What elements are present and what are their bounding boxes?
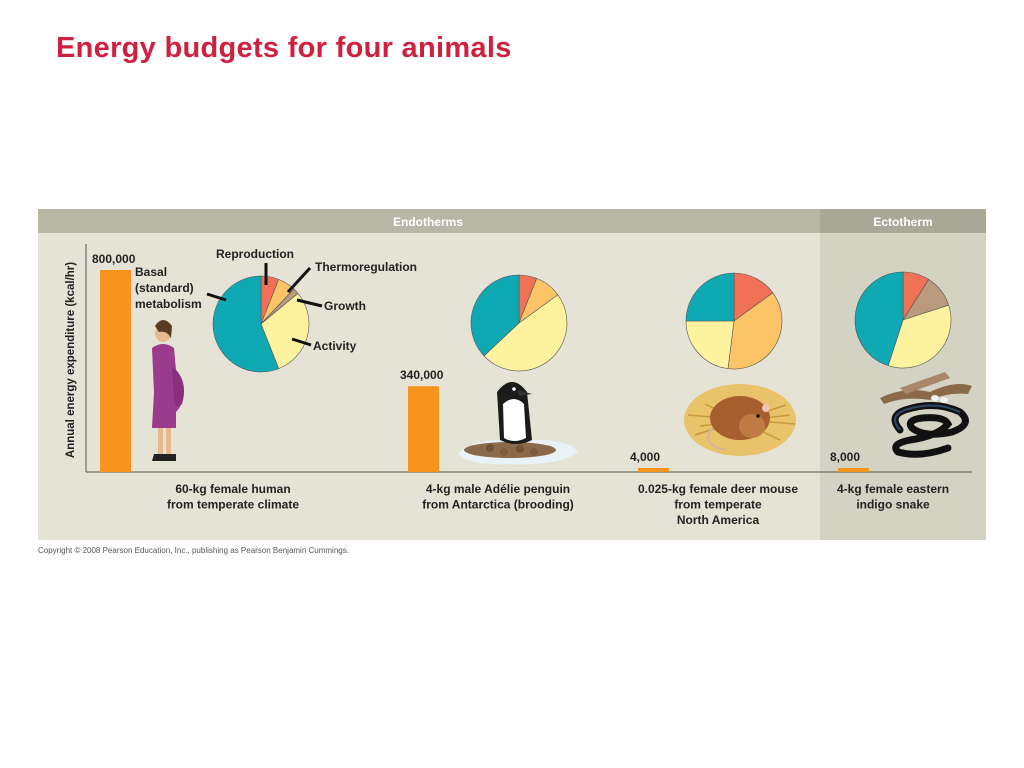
leader-basal [206,292,227,302]
legend-basal-line1: Basal [135,265,167,279]
bar-value-label-3: 8,000 [830,450,860,464]
category-label-0-1: 60-kg female human [175,482,290,496]
bar-value-label-0: 800,000 [92,252,136,266]
ectotherm-header-bar [820,209,986,233]
pie-0-slice-activity [260,292,310,370]
snake-illustration [880,372,972,458]
bar-3 [838,468,869,472]
bars-layer [100,270,869,472]
pie-3-slice-activity [887,304,952,369]
legend-reproduction: Reproduction [216,247,294,261]
category-label-1-1: 4-kg male Adélie penguin [426,482,570,496]
endotherms-header-bar [38,209,820,233]
category-label-2-2: from temperate [674,498,762,512]
pie-2-slice-basal [685,272,735,322]
mouse-illustration [684,384,796,456]
pie-legend: Reproduction Thermoregulation Growth Act… [135,247,417,353]
category-label-3-2: indigo snake [856,498,930,512]
pie-2-slice-thermoregulation [727,292,783,370]
pie-2-slice-activity [685,320,735,369]
y-axis-label: Annual energy expenditure (kcal/hr) [65,262,77,458]
pie-0-slice-basal [212,275,280,373]
category-label-2-1: 0.025-kg female deer mouse [638,482,798,496]
category-labels-layer: 60-kg female human from temperate climate… [167,482,949,527]
pie-1-slice-basal [470,274,520,357]
leader-activity [291,337,312,347]
category-label-0-2: from temperate climate [167,498,299,512]
value-labels-layer: 800,000 340,000 4,000 8,000 [92,252,860,464]
bar-value-label-1: 340,000 [400,368,444,382]
pie-1-slice-activity [483,294,568,372]
copyright-notice: Copyright © 2008 Pearson Education, Inc.… [38,546,349,555]
pie-0 [212,275,310,373]
legend-growth: Growth [324,299,366,313]
human-illustration [152,320,185,461]
category-label-3-1: 4-kg female eastern [837,482,949,496]
category-label-1-2: from Antarctica (brooding) [422,498,574,512]
legend-thermoregulation: Thermoregulation [315,260,417,274]
bar-0 [100,270,131,472]
legend-activity: Activity [313,339,357,353]
bar-2 [638,468,669,472]
legend-basal-line2: (standard) [135,281,194,295]
category-label-2-3: North America [677,513,760,527]
slide-title: Energy budgets for four animals [56,32,512,64]
bar-1 [408,386,439,472]
pie-1 [470,274,568,372]
endotherms-header: Endotherms [393,215,463,229]
ectotherm-panel [820,209,986,540]
pie-3-slice-basal [854,271,904,367]
legend-basal-line3: metabolism [135,297,202,311]
penguin-illustration [458,382,578,465]
bar-value-label-2: 4,000 [630,450,660,464]
pie-2 [685,272,783,370]
pies-layer [212,271,952,373]
leader-growth [296,298,323,308]
leader-thermoregulation [286,266,312,294]
ectotherm-header: Ectotherm [873,215,932,229]
pie-3 [854,271,952,369]
